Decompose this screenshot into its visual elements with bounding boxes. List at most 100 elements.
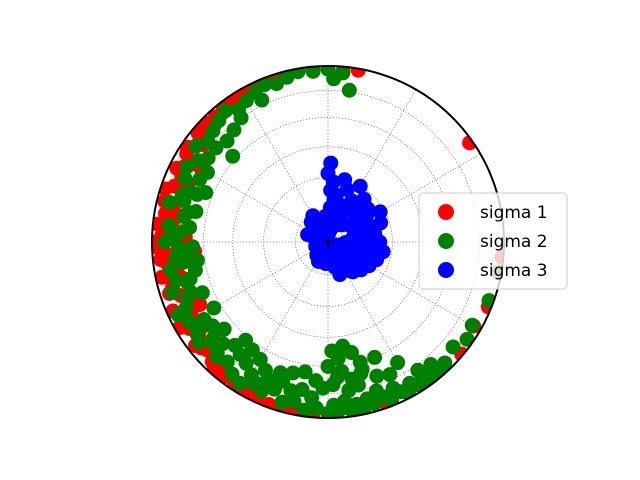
legend-entry-sigma-3: sigma 3 [438,261,548,281]
grid-spoke-150 [327,241,417,395]
point-s2-141 [297,364,313,380]
point-s2-3 [161,217,177,233]
point-s2-139 [225,148,241,164]
point-s2-89 [205,330,221,346]
point-s2-144 [244,342,260,358]
legend-marker-sigma-2 [438,233,454,249]
point-s3-1 [323,155,339,171]
point-s3-99 [310,254,326,269]
point-s2-130 [178,300,194,316]
series-3 [300,155,391,283]
grid-spoke-300 [175,153,329,243]
point-s2-148 [187,262,203,278]
point-s2-121 [464,317,480,333]
point-s3-96 [320,217,336,233]
legend-marker-sigma-1 [438,204,454,220]
legend: sigma 1 sigma 2 sigma 3 [418,192,568,290]
point-s2-104 [254,92,270,108]
point-s2-136 [198,185,214,201]
point-s2-111 [320,358,336,374]
point-s2-91 [196,312,212,328]
point-s3-89 [375,244,391,260]
point-s2-146 [189,326,205,342]
point-s3-32 [352,178,368,194]
point-s2-140 [308,373,324,389]
point-s2-106 [326,71,342,87]
point-s2-133 [174,224,190,240]
point-s2-134 [180,204,196,220]
grid-spoke-240 [175,241,329,331]
point-s2-11 [165,284,181,300]
point-s2-142 [285,365,301,381]
point-s1-91 [192,297,208,313]
point-s2-101 [219,133,235,149]
legend-label-sigma-3: sigma 3 [480,261,548,281]
point-s2-102 [226,122,242,138]
series-2 [157,66,504,418]
grid-spoke-30 [327,89,417,243]
point-s2-116 [352,354,368,370]
point-s2-149 [175,254,191,270]
point-s3-60 [340,262,356,278]
point-s2-12 [177,170,193,186]
point-s2-125 [272,365,288,381]
grid-spoke-210 [239,241,329,395]
point-s2-105 [341,82,357,98]
point-s2-143 [254,376,270,392]
point-s3-28 [373,215,389,231]
point-s3-34 [337,172,353,188]
legend-entry-sigma-1: sigma 1 [438,203,548,223]
legend-frame [418,192,568,290]
point-s2-69 [437,355,453,371]
point-s2-79 [294,382,310,398]
point-s3-91 [347,213,363,229]
point-s2-138 [208,140,224,156]
point-s3-29 [372,204,388,220]
grid-spoke-60 [327,153,481,243]
point-s2-14 [179,159,195,175]
point-s2-39 [274,394,290,410]
legend-label-sigma-2: sigma 2 [480,232,548,252]
point-s2-118 [410,362,426,378]
point-s2-31 [232,375,248,391]
point-s2-108 [382,367,398,383]
point-s2-40 [290,66,306,80]
grid-spoke-330 [239,89,329,243]
point-s2-43 [296,402,312,418]
point-s2-115 [343,345,359,361]
point-s2-8 [168,272,184,288]
legend-marker-sigma-3 [438,262,454,278]
point-s2-103 [233,110,249,126]
point-s2-137 [199,164,215,180]
point-s2-135 [176,193,192,209]
point-s2-109 [369,368,385,384]
grid-spoke-120 [327,241,481,331]
point-s2-26 [217,103,233,119]
point-s2-114 [324,343,340,359]
point-s2-77 [350,377,366,393]
legend-entry-sigma-2: sigma 2 [438,232,548,252]
data-points [152,66,504,418]
point-s2-74 [334,363,350,379]
point-s2-107 [390,355,406,371]
point-s2-38 [279,69,295,85]
point-s2-117 [367,349,383,365]
point-s2-92 [194,285,210,301]
point-s2-145 [209,345,225,361]
point-s2-18 [188,138,204,154]
point-s2-120 [445,339,461,355]
point-s2-147 [183,284,199,300]
point-s2-34 [256,77,272,93]
point-s3-87 [350,229,366,245]
point-s2-119 [423,357,439,373]
point-s3-93 [344,193,360,209]
legend-label-sigma-1: sigma 1 [480,203,548,223]
point-s2-27 [219,354,235,370]
point-s2-129 [206,300,222,316]
point-s2-100 [200,150,216,166]
point-s2-84 [243,367,259,383]
point-s2-7 [162,195,178,210]
point-s2-128 [216,321,232,337]
point-s2-122 [459,331,475,347]
